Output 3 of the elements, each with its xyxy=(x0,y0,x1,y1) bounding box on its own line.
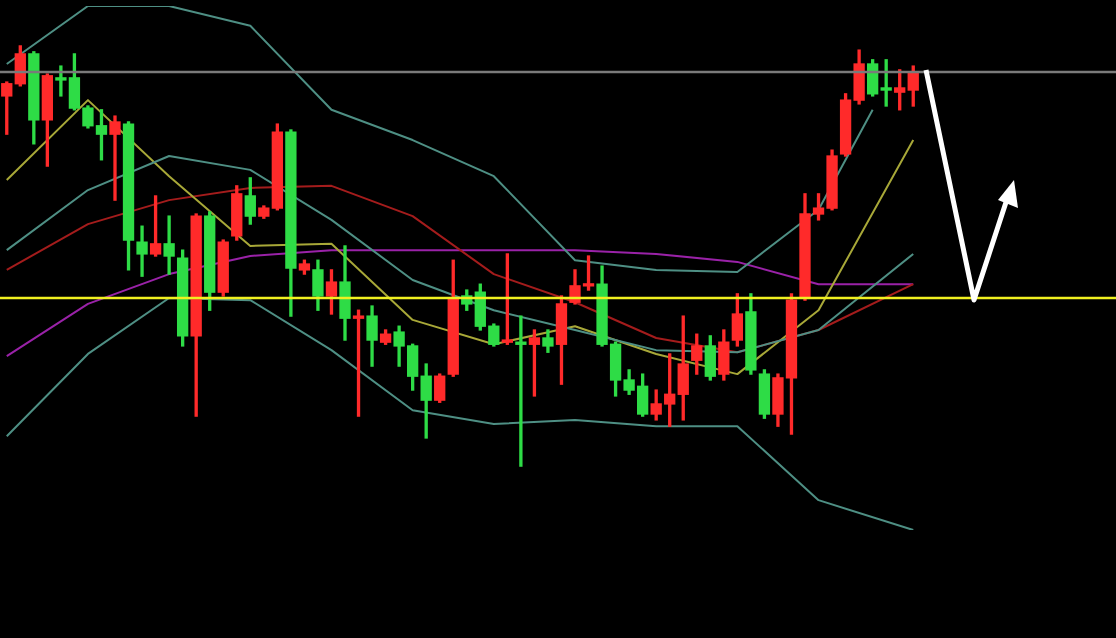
candlestick xyxy=(109,115,121,201)
candlestick xyxy=(163,215,175,275)
candlestick xyxy=(515,315,527,467)
